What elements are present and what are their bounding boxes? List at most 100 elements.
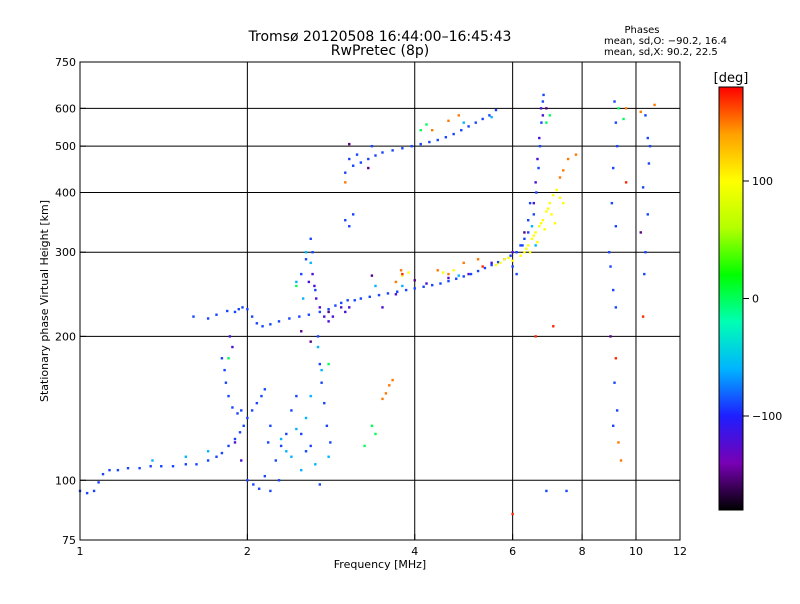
data-point <box>263 388 267 391</box>
data-point <box>613 100 616 103</box>
data-point <box>331 315 335 318</box>
data-point <box>315 297 318 300</box>
data-point <box>160 465 163 468</box>
data-point <box>374 432 377 436</box>
data-point <box>413 287 416 290</box>
data-point <box>215 455 218 458</box>
data-point <box>528 201 532 205</box>
data-point <box>309 444 312 448</box>
data-point <box>541 219 545 222</box>
data-point <box>240 459 243 462</box>
data-point <box>428 140 431 144</box>
x-tick-label: 4 <box>411 545 418 558</box>
data-point <box>206 459 210 462</box>
data-point <box>511 259 514 262</box>
data-point <box>274 459 278 462</box>
data-point <box>562 201 565 205</box>
data-point <box>108 468 111 472</box>
data-point <box>644 114 647 117</box>
data-point <box>515 251 518 254</box>
data-point <box>340 301 343 305</box>
data-point <box>116 468 120 472</box>
data-point <box>532 201 536 205</box>
data-point <box>394 293 398 296</box>
data-point <box>499 261 502 265</box>
data-point <box>648 144 652 148</box>
data-point <box>184 463 188 466</box>
data-point <box>240 409 243 412</box>
data-point <box>452 132 455 136</box>
data-point <box>384 392 388 395</box>
data-point <box>410 144 413 148</box>
data-point <box>391 378 394 382</box>
data-point <box>653 103 656 107</box>
data-point <box>327 307 330 311</box>
data-point <box>436 269 439 272</box>
data-point <box>523 237 526 241</box>
data-point <box>277 320 281 323</box>
colorbar: [deg] 100 0 −100 <box>714 71 782 511</box>
colorbar-tick-label: 100 <box>752 175 773 188</box>
y-tick-label: 750 <box>55 56 76 69</box>
data-point <box>311 251 314 254</box>
data-point <box>507 256 510 260</box>
data-point <box>462 261 465 265</box>
data-point <box>227 357 230 360</box>
data-point <box>279 437 283 441</box>
data-point <box>439 282 442 285</box>
colorbar-unit-label: [deg] <box>714 71 749 86</box>
data-point <box>367 166 370 170</box>
data-point <box>613 381 616 384</box>
x-tick-label: 1 <box>77 545 84 558</box>
data-point <box>540 121 543 124</box>
data-point <box>401 274 404 277</box>
data-point <box>184 455 188 458</box>
data-point <box>607 251 611 254</box>
data-point <box>614 121 618 124</box>
data-point <box>447 279 450 283</box>
data-point <box>401 272 404 276</box>
data-point <box>285 432 288 436</box>
data-point <box>246 416 249 420</box>
data-point <box>534 231 537 234</box>
data-point <box>346 299 349 302</box>
data-point <box>195 463 198 466</box>
data-point <box>534 181 537 184</box>
data-points <box>78 93 656 516</box>
data-point <box>550 213 553 216</box>
data-point <box>355 153 359 156</box>
data-point <box>413 279 416 282</box>
data-point <box>509 254 512 257</box>
data-point <box>295 394 298 398</box>
data-point <box>425 282 428 285</box>
data-point <box>639 231 642 234</box>
data-point <box>467 272 470 276</box>
data-point <box>494 108 498 112</box>
data-point <box>250 409 254 412</box>
data-point <box>320 368 323 372</box>
data-point <box>542 93 545 97</box>
data-point <box>231 406 234 409</box>
data-point <box>388 384 391 387</box>
data-point <box>622 117 625 121</box>
data-point <box>227 394 230 398</box>
data-point <box>401 147 404 150</box>
data-point <box>220 451 224 455</box>
y-axis-ticks: 75 100 200 300 400 500 600 750 <box>55 56 86 547</box>
data-point <box>436 138 439 142</box>
data-point <box>490 115 493 119</box>
x-tick-label: 2 <box>244 545 251 558</box>
phase-box-heading: Phases <box>624 25 659 36</box>
data-point <box>348 306 351 309</box>
data-point <box>646 213 649 216</box>
data-point <box>370 144 374 148</box>
colorbar-tick-label: −100 <box>752 410 782 423</box>
data-point <box>609 335 612 338</box>
data-point <box>381 397 384 401</box>
data-point <box>327 455 330 458</box>
data-point <box>363 444 366 448</box>
data-point <box>290 455 293 458</box>
plot-frame <box>79 61 681 541</box>
data-point <box>552 325 555 328</box>
